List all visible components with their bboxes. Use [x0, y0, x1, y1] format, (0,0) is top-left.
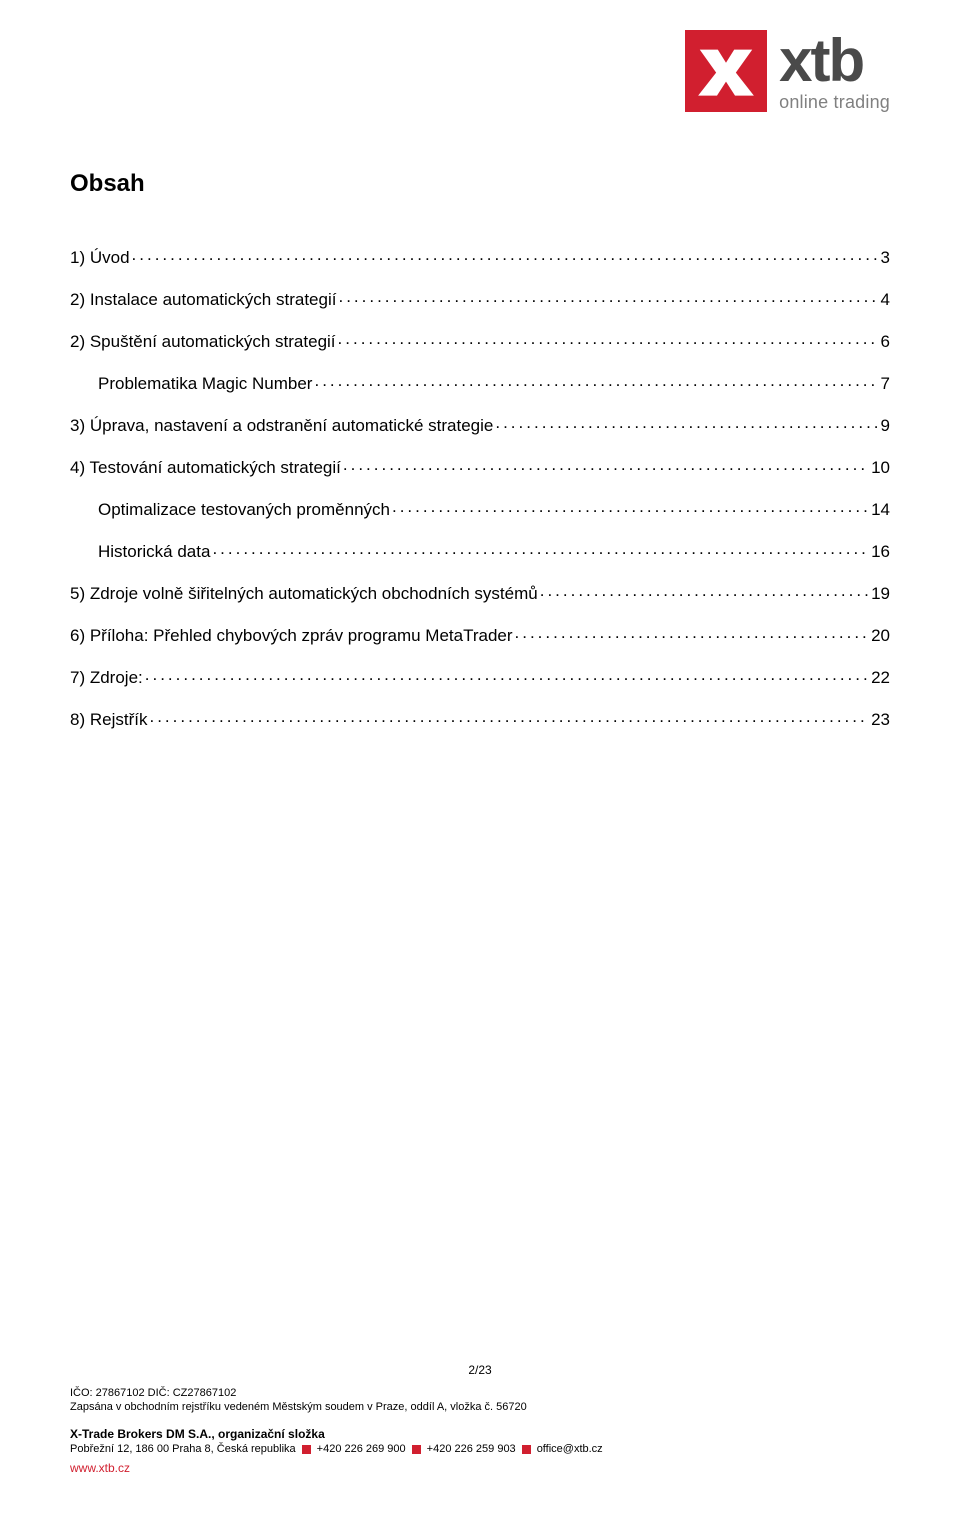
toc-leader-dots [515, 624, 870, 641]
toc-leader-dots [540, 582, 869, 599]
toc-entry: Optimalizace testovaných proměnných 14 [70, 498, 890, 518]
toc-entry: 5) Zdroje volně šiřitelných automatickýc… [70, 582, 890, 602]
toc-entry: 4) Testování automatických strategií 10 [70, 456, 890, 476]
toc-entry-page: 23 [871, 711, 890, 728]
toc-entry: 1) Úvod 3 [70, 246, 890, 266]
toc-leader-dots [212, 540, 869, 557]
toc-entry: 2) Instalace automatických strategií 4 [70, 288, 890, 308]
toc-entry-label: Historická data [98, 543, 210, 560]
toc-leader-dots [314, 372, 878, 389]
toc-entry-label: 3) Úprava, nastavení a odstranění automa… [70, 417, 493, 434]
toc-entry-page: 19 [871, 585, 890, 602]
footer-register: Zapsána v obchodním rejstříku vedeném Mě… [70, 1401, 890, 1413]
toc-entry-label: Problematika Magic Number [98, 375, 312, 392]
toc-entry-label: 2) Spuštění automatických strategií [70, 333, 336, 350]
brand-logo: xtb online trading [685, 30, 890, 112]
x-mark-icon [685, 30, 767, 112]
toc-leader-dots [132, 246, 879, 263]
table-of-contents: 1) Úvod 3 2) Instalace automatických strat… [70, 246, 890, 728]
footer-address: Pobřežní 12, 186 00 Praha 8, Česká repub… [70, 1443, 296, 1455]
toc-entry-label: 1) Úvod [70, 249, 130, 266]
header: xtb online trading [70, 30, 890, 140]
bullet-icon [522, 1445, 531, 1454]
toc-entry-label: 2) Instalace automatických strategií [70, 291, 336, 308]
footer-company: X-Trade Brokers DM S.A., organizační slo… [70, 1427, 890, 1441]
bullet-icon [412, 1445, 421, 1454]
toc-entry-page: 4 [881, 291, 890, 308]
toc-leader-dots [338, 288, 878, 305]
toc-entry-label: Optimalizace testovaných proměnných [98, 501, 390, 518]
toc-entry-page: 10 [871, 459, 890, 476]
toc-entry-page: 9 [881, 417, 890, 434]
footer-phone2: +420 226 259 903 [427, 1443, 516, 1455]
toc-leader-dots [495, 414, 878, 431]
toc-leader-dots [392, 498, 869, 515]
page-footer: 2/23 IČO: 27867102 DIČ: CZ27867102 Zapsá… [70, 1363, 890, 1475]
brand-tagline: online trading [779, 93, 890, 111]
page-number: 2/23 [70, 1363, 890, 1377]
footer-contact-row: Pobřežní 12, 186 00 Praha 8, Česká repub… [70, 1443, 890, 1455]
toc-entry-page: 22 [871, 669, 890, 686]
toc-entry: 2) Spuštění automatických strategií 6 [70, 330, 890, 350]
footer-phone1: +420 226 269 900 [317, 1443, 406, 1455]
toc-entry-page: 16 [871, 543, 890, 560]
toc-entry: 7) Zdroje: 22 [70, 666, 890, 686]
toc-entry-page: 3 [881, 249, 890, 266]
toc-entry-label: 7) Zdroje: [70, 669, 143, 686]
toc-entry: Problematika Magic Number 7 [70, 372, 890, 392]
toc-entry-label: 4) Testování automatických strategií [70, 459, 341, 476]
toc-entry-label: 5) Zdroje volně šiřitelných automatickýc… [70, 585, 538, 602]
toc-entry-page: 7 [881, 375, 890, 392]
toc-entry: 8) Rejstřík 23 [70, 708, 890, 728]
toc-entry: 6) Příloha: Přehled chybových zpráv prog… [70, 624, 890, 644]
toc-entry-page: 20 [871, 627, 890, 644]
footer-web: www.xtb.cz [70, 1461, 890, 1475]
toc-entry-page: 6 [881, 333, 890, 350]
toc-leader-dots [338, 330, 879, 347]
toc-entry-page: 14 [871, 501, 890, 518]
toc-entry-label: 6) Příloha: Přehled chybových zpráv prog… [70, 627, 513, 644]
footer-ico: IČO: 27867102 DIČ: CZ27867102 [70, 1387, 890, 1399]
brand-name: xtb [779, 31, 890, 91]
footer-email: office@xtb.cz [537, 1443, 603, 1455]
page-title: Obsah [70, 170, 890, 198]
brand-text-block: xtb online trading [779, 31, 890, 111]
toc-leader-dots [149, 708, 869, 725]
toc-leader-dots [343, 456, 869, 473]
bullet-icon [302, 1445, 311, 1454]
document-page: xtb online trading Obsah 1) Úvod 3 2) Inst… [0, 0, 960, 1515]
toc-entry: 3) Úprava, nastavení a odstranění automa… [70, 414, 890, 434]
toc-leader-dots [145, 666, 869, 683]
toc-entry: Historická data 16 [70, 540, 890, 560]
toc-entry-label: 8) Rejstřík [70, 711, 147, 728]
